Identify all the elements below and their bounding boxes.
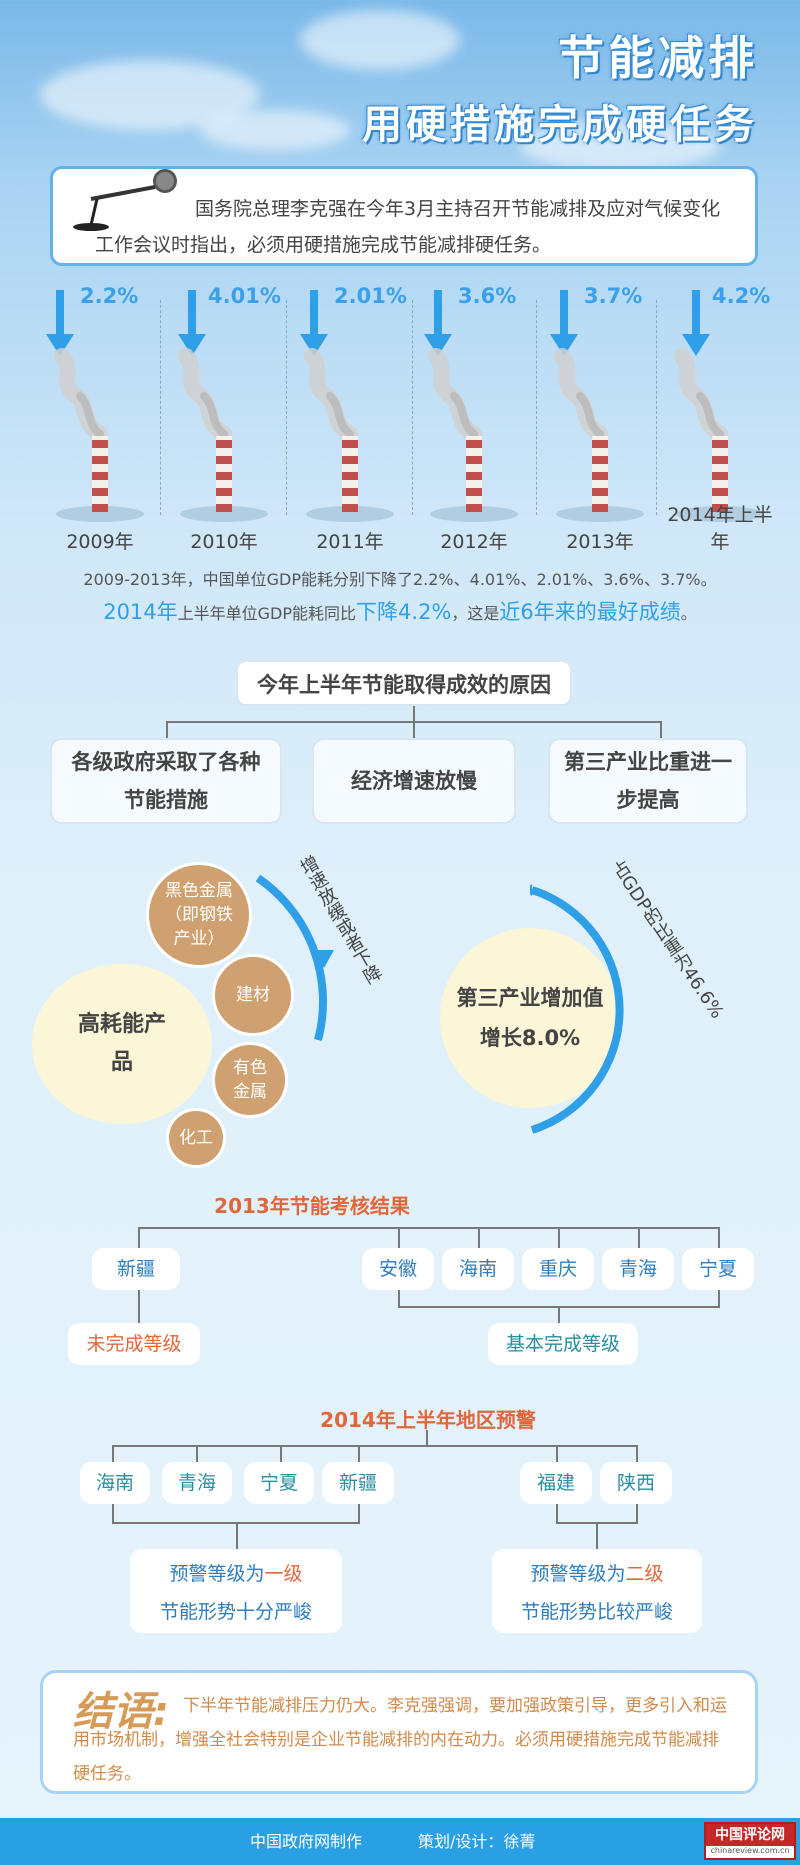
down-arrow-icon (424, 290, 452, 356)
column-divider (656, 300, 657, 515)
year-column: 4.2% 2014年上半年 (660, 284, 780, 554)
warning1-region-hainan: 海南 (80, 1462, 150, 1504)
decline-percent: 2.01% (334, 284, 407, 308)
conclusion-text: 下半年节能减排压力仍大。李克强强调，要加强政策引导，更多引入和运用市场机制，增强… (73, 1696, 727, 1784)
down-arrow-icon (300, 290, 328, 356)
down-arrow-icon (46, 290, 74, 356)
warning1-region-xinjiang: 新疆 (322, 1462, 394, 1504)
reason-government-measures: 各级政府采取了各种节能措施 (50, 738, 282, 824)
year-label: 2011年 (316, 531, 384, 553)
year-label: 2010年 (190, 531, 258, 553)
down-arrow-icon (178, 290, 206, 356)
page-subtitle: 用硬措施完成硬任务 (362, 102, 758, 148)
gdp-share-arc (530, 884, 624, 1134)
column-divider (160, 300, 161, 515)
passed-region-anhui: 安徽 (362, 1248, 434, 1290)
reason-tertiary-industry: 第三产业比重进一步提高 (548, 738, 748, 824)
passed-region-hainan: 海南 (442, 1248, 514, 1290)
tertiary-growth-circle: 第三产业增加值增长8.0% (440, 928, 620, 1108)
warning1-region-qinghai: 青海 (162, 1462, 232, 1504)
year-column: 2.01% 2011年 (290, 284, 410, 554)
page-title: 节能减排 (558, 31, 758, 85)
high-energy-products-circle: 高耗能产品 (32, 964, 212, 1124)
quote-text: 国务院总理李克强在今年3月主持召开节能减排及应对气候变化工作会议时指出，必须用硬… (95, 198, 721, 256)
warning2-region-fujian: 福建 (520, 1462, 592, 1504)
failed-region-xinjiang: 新疆 (92, 1248, 180, 1290)
warning2-region-shaanxi: 陕西 (600, 1462, 672, 1504)
year-column: 4.01% 2010年 (164, 284, 284, 554)
column-divider (412, 300, 413, 515)
year-label: 2009年 (66, 531, 134, 553)
footer-design: 策划/设计：徐菁 (418, 1832, 536, 1851)
reasons-title: 今年上半年节能取得成效的原因 (236, 660, 572, 706)
smokestack-icon (54, 348, 144, 522)
decline-percent: 3.7% (584, 284, 643, 308)
reason-slower-growth: 经济增速放慢 (312, 738, 516, 824)
year-label: 2012年 (440, 531, 508, 553)
year-column: 2.2% 2009年 (40, 284, 160, 554)
passed-label: 基本完成等级 (488, 1323, 638, 1365)
year-column: 3.7% 2013年 (540, 284, 660, 554)
conclusion-label: 结语: (73, 1689, 169, 1735)
decline-percent: 4.2% (712, 284, 771, 308)
summary-line-1: 2009-2013年，中国单位GDP能耗分别下降了2.2%、4.01%、2.01… (83, 570, 717, 589)
year-label: 2013年 (566, 531, 634, 553)
decline-percent: 4.01% (208, 284, 281, 308)
nonferrous-metal-circle: 有色金属 (212, 1042, 288, 1118)
building-materials-circle: 建材 (212, 954, 294, 1036)
warning1-region-ningxia: 宁夏 (244, 1462, 314, 1504)
decline-percent: 2.2% (80, 284, 139, 308)
footer: 中国政府网制作 策划/设计：徐菁 (0, 1818, 800, 1865)
smokestack-icon (178, 348, 268, 522)
column-divider (286, 300, 287, 515)
smokestack-icon (428, 348, 518, 522)
conclusion-box: 结语: 下半年节能减排压力仍大。李克强强调，要加强政策引导，更多引入和运用市场机… (40, 1670, 758, 1794)
smokestack-icon (304, 348, 394, 522)
passed-region-qinghai: 青海 (602, 1248, 674, 1290)
summary-line-2: 2014年上半年单位GDP能耗同比下降4.2%，这是近6年来的最好成绩。 (103, 600, 697, 624)
column-divider (536, 300, 537, 515)
decline-percent: 3.6% (458, 284, 517, 308)
warning-level2-box: 预警等级为二级 节能形势比较严峻 (492, 1549, 702, 1633)
site-logo[interactable]: 中国评论网 chinareview.com.cn (704, 1822, 796, 1860)
quote-box: 国务院总理李克强在今年3月主持召开节能减排及应对气候变化工作会议时指出，必须用硬… (50, 166, 758, 266)
year-label: 2014年上半年 (667, 504, 773, 553)
chemical-circle: 化工 (166, 1108, 226, 1168)
microphone-icon (73, 169, 177, 231)
passed-region-chongqing: 重庆 (522, 1248, 594, 1290)
growth-slowdown-arc (256, 874, 334, 1042)
failed-label: 未完成等级 (68, 1323, 200, 1365)
warning-level1-box: 预警等级为一级 节能形势十分严峻 (130, 1549, 342, 1633)
passed-region-ningxia: 宁夏 (682, 1248, 754, 1290)
ferrous-metal-circle: 黑色金属（即钢铁产业） (146, 862, 252, 968)
smokestack-icon (554, 348, 644, 522)
assessment-title: 2013年节能考核结果 (214, 1194, 410, 1218)
down-arrow-icon (682, 290, 710, 356)
smokestack-icon (674, 348, 764, 522)
down-arrow-icon (550, 290, 578, 356)
year-column: 3.6% 2012年 (414, 284, 534, 554)
warning-title: 2014年上半年地区预警 (320, 1408, 536, 1432)
footer-maker: 中国政府网制作 (250, 1832, 363, 1851)
